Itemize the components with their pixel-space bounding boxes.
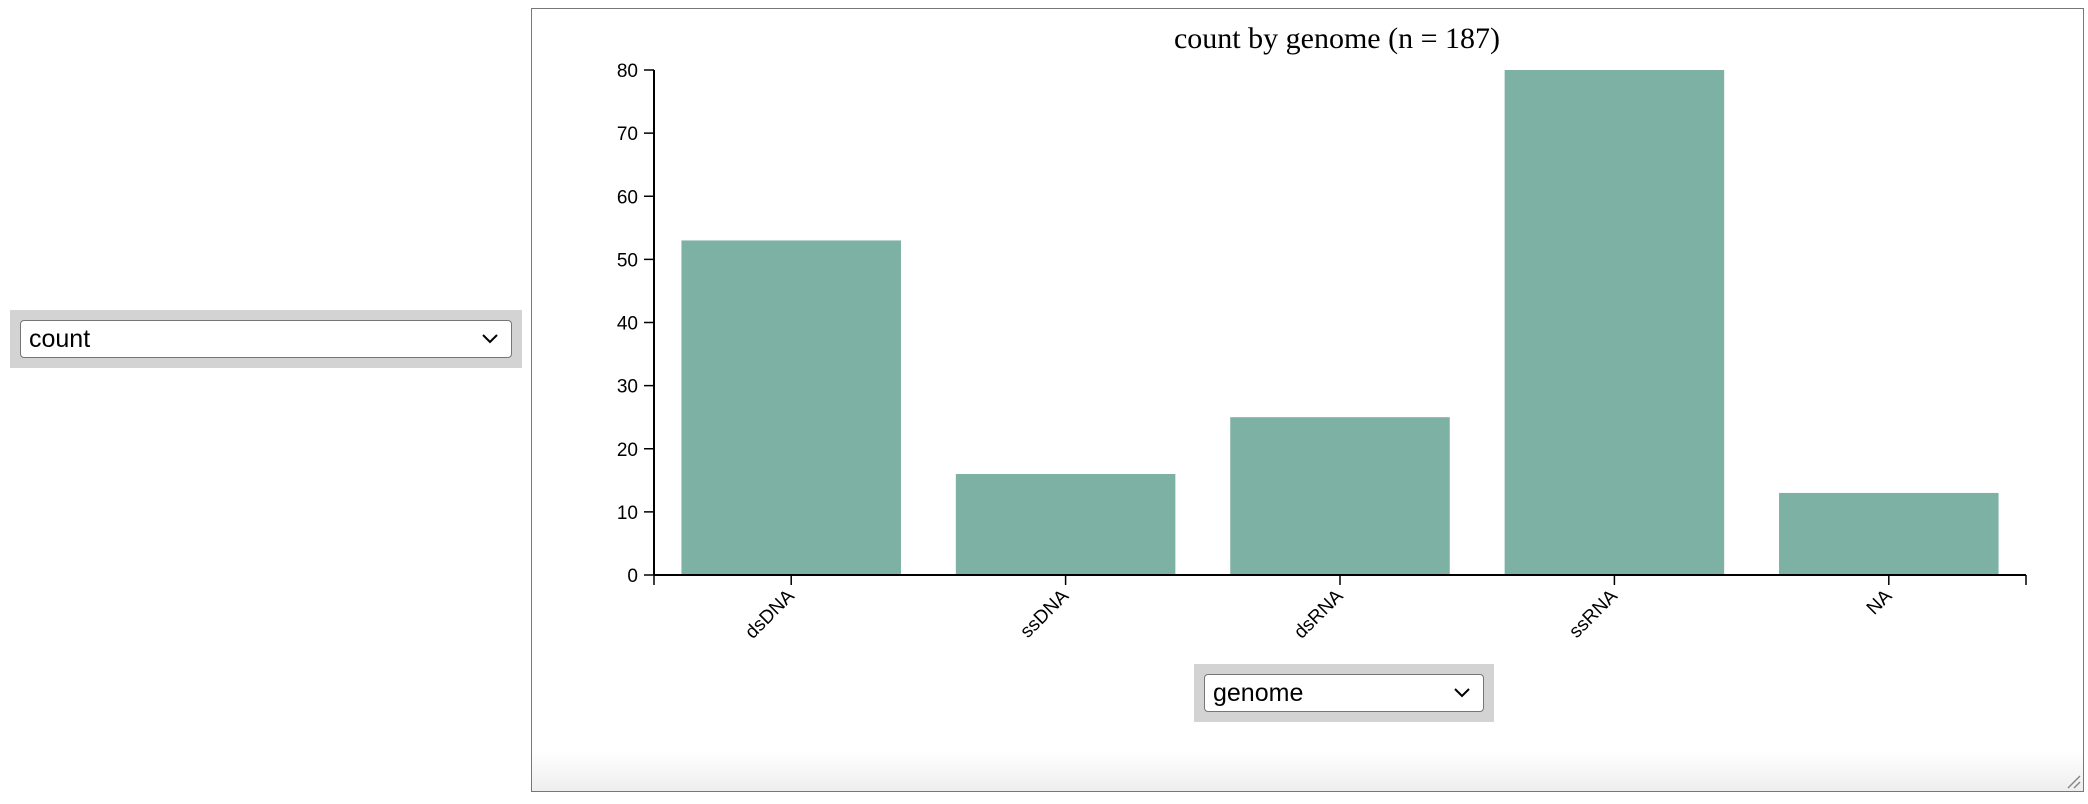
- x-tick-label: ssDNA: [1016, 585, 1073, 642]
- y-tick-label: 0: [627, 566, 638, 587]
- y-variable-select-wrapper: count: [10, 310, 522, 368]
- resize-handle-icon[interactable]: [2065, 773, 2081, 789]
- chevron-down-icon: [1451, 682, 1473, 704]
- y-tick-label: 30: [617, 377, 638, 398]
- bar-ssdna: [955, 474, 1176, 575]
- x-variable-select-value: genome: [1213, 678, 1304, 707]
- bar-na: [1779, 492, 1999, 575]
- x-variable-select[interactable]: genome: [1204, 674, 1484, 712]
- y-tick-label: 40: [617, 314, 638, 335]
- chevron-down-icon: [479, 328, 501, 350]
- x-tick-label: dsDNA: [741, 585, 799, 643]
- bar-dsdna: [681, 240, 901, 575]
- x-tick-label: NA: [1863, 585, 1897, 619]
- y-tick-label: 50: [617, 250, 638, 271]
- y-tick-label: 80: [617, 61, 638, 82]
- bars-layer: [681, 70, 1999, 575]
- y-tick-label: 20: [617, 440, 638, 461]
- bar-ssrna: [1504, 70, 1725, 575]
- chart-title: count by genome (n = 187): [1174, 22, 1500, 55]
- y-tick-label: 60: [617, 187, 638, 208]
- x-tick-label: dsRNA: [1290, 585, 1348, 643]
- y-tick-label: 10: [617, 503, 638, 524]
- y-variable-select[interactable]: count: [20, 320, 512, 358]
- y-tick-label: 70: [617, 124, 638, 145]
- x-tick-label: ssRNA: [1565, 585, 1622, 642]
- y-axis: 0 10 20 30 40 50 60 70 80: [617, 61, 655, 587]
- y-variable-select-value: count: [29, 324, 91, 353]
- x-axis: dsDNA ssDNA dsRNA ssRNA NA: [653, 574, 2027, 643]
- bar-chart: count by genome (n = 187) 0 10 20 30 40 50 60 7…: [617, 22, 2027, 643]
- bar-dsrna: [1230, 417, 1450, 575]
- x-variable-select-wrapper: genome: [1194, 664, 1494, 722]
